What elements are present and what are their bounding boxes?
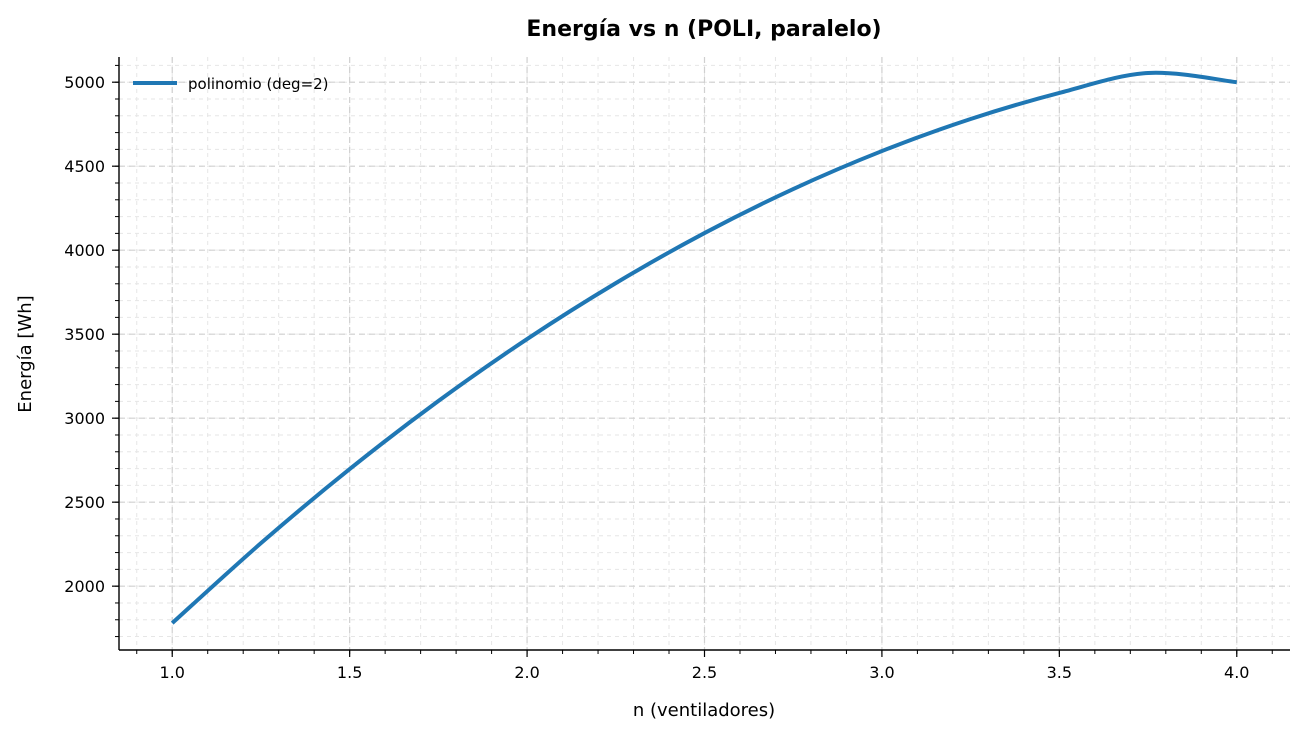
y-axis-ticks: 2000 2500 3000 3500 4000 4500 5000	[64, 64, 119, 638]
x-tick-label: 1.0	[160, 663, 185, 682]
series-line-0	[170, 70, 1237, 625]
x-axis-label: n (ventiladores)	[633, 700, 775, 721]
y-tick-label: 3500	[64, 325, 105, 344]
x-tick-label: 3.5	[1047, 663, 1072, 682]
x-axis-ticks: 1.0 1.5 2.0 2.5 3.0 3.5 4.0	[136, 650, 1273, 682]
y-tick-label: 4500	[64, 157, 105, 176]
x-tick-label: 2.5	[692, 663, 717, 682]
x-tick-label: 3.0	[869, 663, 894, 682]
y-axis-label: Energía [Wh]	[15, 295, 36, 412]
legend: polinomio (deg=2)	[133, 75, 329, 93]
y-tick-label: 4000	[64, 241, 105, 260]
major-grid	[119, 57, 1290, 650]
y-tick-label: 2000	[64, 577, 105, 596]
y-tick-label: 5000	[64, 73, 105, 92]
x-tick-label: 4.0	[1224, 663, 1249, 682]
x-tick-label: 2.0	[514, 663, 539, 682]
legend-label-polinomio: polinomio (deg=2)	[188, 75, 329, 93]
chart-title: Energía vs n (POLI, paralelo)	[526, 17, 881, 42]
y-tick-label: 3000	[64, 409, 105, 428]
y-tick-label: 2500	[64, 493, 105, 512]
x-tick-label: 1.5	[337, 663, 362, 682]
series-group	[170, 70, 1237, 625]
